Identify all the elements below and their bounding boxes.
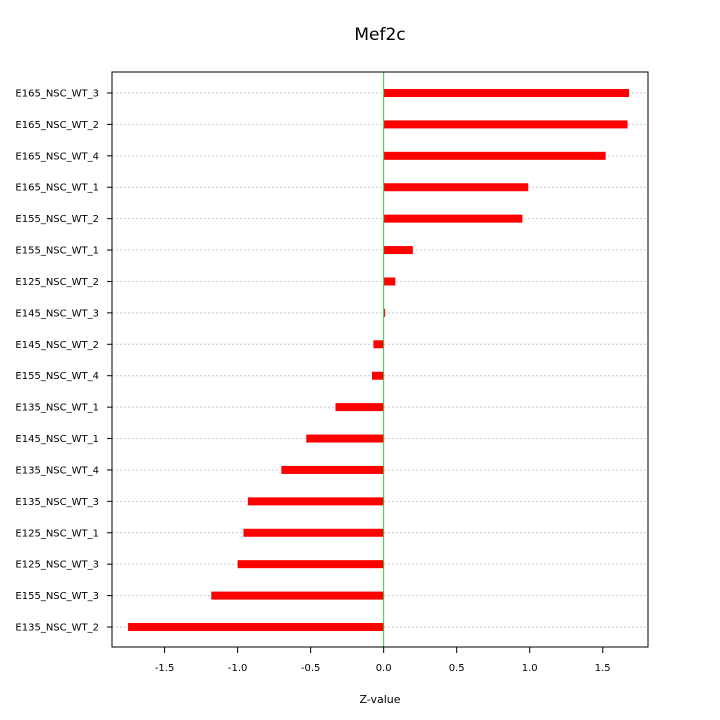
x-axis: -1.5 -1.0 -0.5 0.0 0.5 1.0 1.5	[155, 647, 611, 674]
x-tick-label: -1.0	[228, 663, 248, 674]
category-label: E125_NSC_WT_2	[15, 277, 99, 288]
category-label: E145_NSC_WT_2	[15, 340, 99, 351]
category-label: E145_NSC_WT_3	[15, 308, 99, 319]
bar	[247, 497, 384, 506]
category-label: E155_NSC_WT_2	[15, 214, 99, 225]
grid-lines	[112, 92, 648, 628]
bar	[383, 277, 396, 286]
bar	[243, 528, 384, 537]
category-label: E165_NSC_WT_4	[15, 151, 99, 162]
bar	[335, 403, 384, 412]
bars	[128, 89, 630, 631]
x-axis-label: Z-value	[359, 693, 400, 706]
x-tick-label: 0.0	[376, 663, 392, 674]
category-label: E125_NSC_WT_1	[15, 528, 99, 539]
category-label: E155_NSC_WT_4	[15, 371, 99, 382]
bar	[383, 308, 386, 317]
bar	[373, 340, 384, 349]
x-tick-label: -1.5	[155, 663, 175, 674]
category-label: E125_NSC_WT_3	[15, 560, 99, 571]
category-label: E165_NSC_WT_1	[15, 183, 99, 194]
x-tick-label: 1.5	[595, 663, 611, 674]
chart-title: Mef2c	[354, 25, 405, 45]
y-axis: E165_NSC_WT_3 E165_NSC_WT_2 E165_NSC_WT_4 E…	[15, 89, 112, 634]
bar	[383, 214, 523, 223]
bar	[211, 591, 384, 600]
x-tick-label: 1.0	[522, 663, 538, 674]
category-label: E155_NSC_WT_3	[15, 591, 99, 602]
bar	[383, 89, 630, 97]
category-label: E155_NSC_WT_1	[15, 246, 99, 257]
bar	[383, 246, 413, 255]
category-label: E145_NSC_WT_1	[15, 434, 99, 445]
bar	[383, 183, 529, 192]
bar	[383, 120, 628, 129]
bar	[306, 434, 384, 443]
category-label: E135_NSC_WT_1	[15, 403, 99, 414]
bar	[371, 371, 384, 380]
category-label: E165_NSC_WT_2	[15, 120, 99, 131]
x-tick-label: 0.5	[449, 663, 465, 674]
category-label: E135_NSC_WT_4	[15, 465, 99, 476]
category-label: E135_NSC_WT_2	[15, 623, 99, 634]
bar	[383, 151, 606, 160]
category-label: E135_NSC_WT_3	[15, 497, 99, 508]
category-label: E165_NSC_WT_3	[15, 89, 99, 100]
plot-frame	[111, 71, 649, 648]
bar	[128, 623, 384, 631]
x-tick-label: -0.5	[301, 663, 321, 674]
bar	[281, 465, 384, 474]
bar	[237, 560, 384, 569]
